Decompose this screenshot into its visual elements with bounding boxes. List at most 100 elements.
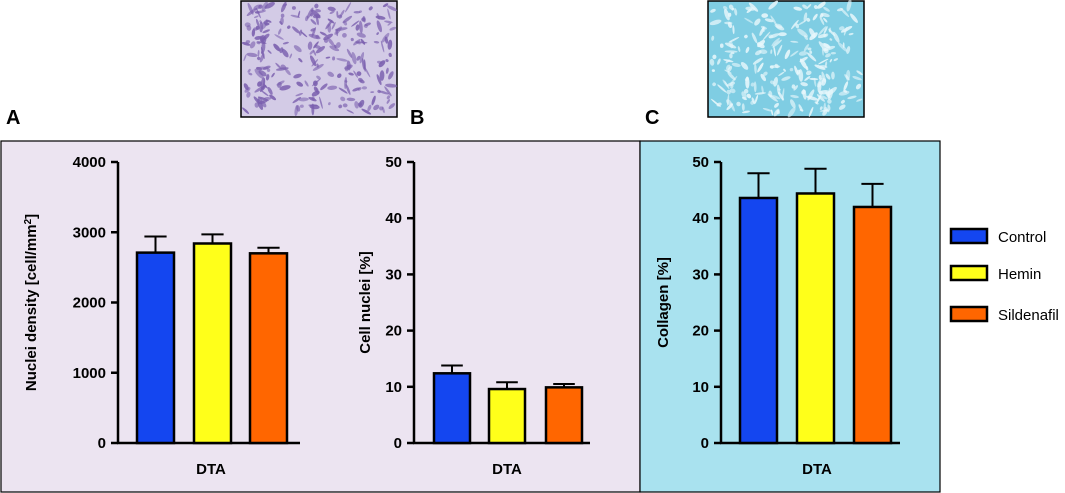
micrograph-texture-mark [813,77,817,87]
micrograph-texture-mark [751,32,758,44]
micrograph-texture-mark [760,73,767,82]
micrograph-texture-mark [312,63,324,71]
micrograph-texture-mark [315,45,326,54]
micrograph-texture-mark [798,104,803,112]
micrograph-texture-mark [771,37,780,47]
micrograph-texture-mark [845,69,851,81]
micrograph-texture-mark [728,12,732,17]
micrograph-texture-mark [757,62,764,73]
micrograph-texture-mark [754,94,759,104]
micrograph-texture-mark [381,106,385,114]
chart-b-cell-nuclei: 0 10 20 30 40 50 DTA Cell nuclei [%] [357,154,590,478]
micrograph-texture-mark [829,38,833,41]
micrograph-texture-mark [299,29,303,36]
micrograph-texture-mark [830,51,836,55]
x-axis-label: DTA [492,461,522,478]
micrograph-texture-mark [335,42,341,48]
micrograph-texture-mark [356,32,366,38]
trichrome-stain-micrograph [707,0,865,118]
micrograph-texture-mark [274,34,284,40]
micrograph-texture-mark [375,15,386,20]
legend-label-hemin: Hemin [998,266,1041,283]
micrograph-texture-mark [327,85,338,90]
micrograph-texture-mark [314,45,321,49]
micrograph-texture-mark [241,41,251,46]
micrograph-texture-mark [806,95,818,101]
micrograph-texture-mark [246,91,251,98]
micrograph-texture-mark [357,77,363,82]
micrograph-texture-mark [297,10,301,18]
micrograph-texture-mark [355,24,360,31]
micrograph-texture-mark [281,48,289,58]
micrograph-texture-mark [280,64,287,70]
micrograph-texture-mark [729,41,734,49]
y-tick-label: 30 [692,266,709,283]
micrograph-texture-mark [298,97,309,102]
micrograph-texture-mark [805,70,812,76]
micrograph-texture-mark [363,24,368,28]
micrograph-texture-mark [823,33,829,38]
micrograph-texture-mark [831,71,835,80]
micrograph-texture-mark [762,26,766,33]
micrograph-texture-mark [840,99,845,104]
bar-control [738,196,779,445]
micrograph-texture-mark [761,85,764,94]
micrograph-texture-mark [293,45,302,53]
micrograph-texture-mark [848,32,854,36]
micrograph-texture-mark [295,93,304,97]
micrograph-texture-mark [717,58,721,65]
micrograph-texture-mark [388,52,392,58]
micrograph-texture-mark [847,95,857,100]
micrograph-texture-mark [337,14,343,19]
micrograph-texture-mark [386,99,390,104]
micrograph-texture-mark [327,18,335,24]
micrograph-texture-mark [246,8,257,17]
micrograph-texture-mark [730,102,735,112]
micrograph-texture-mark [806,17,811,22]
micrograph-texture-mark [756,42,765,49]
y-axis-title: Cell nuclei [%] [357,251,374,354]
micrograph-texture-mark [790,50,799,57]
micrograph-texture-mark [353,39,361,46]
micrograph-texture-mark [842,42,845,49]
micrograph-texture-mark [740,61,749,70]
micrograph-texture-mark [838,42,848,52]
micrograph-texture-mark [298,57,303,63]
micrograph-texture-mark [305,15,309,22]
micrograph-texture-mark [350,37,354,42]
micrograph-texture-mark [310,28,316,32]
micrograph-texture-mark [351,51,357,65]
micrograph-texture-mark [344,64,353,70]
micrograph-texture-mark [378,60,386,68]
micrograph-texture-mark [729,88,736,94]
micrograph-texture-mark [764,18,774,23]
micrograph-texture-mark [354,101,359,109]
micrograph-texture-mark [717,84,727,93]
micrograph-texture-mark [728,37,740,43]
micrograph-texture-mark [254,68,264,79]
legend-label-sildenafil: Sildenafil [998,307,1059,324]
micrograph-texture-mark [371,95,376,106]
micrograph-texture-mark [386,95,391,100]
micrograph-texture-mark [387,5,398,12]
micrograph-texture-mark [292,96,302,104]
micrograph-texture-mark [373,104,380,111]
y-tick-label: 0 [701,435,709,452]
micrograph-texture-mark [768,33,780,39]
y-tick-label: 30 [385,266,402,283]
micrograph-texture-mark [384,86,392,97]
micrograph-texture-mark [840,25,853,33]
micrograph-texture-mark [821,78,827,86]
micrograph-texture-mark [329,45,340,52]
micrograph-texture-mark [846,46,851,54]
micrograph-texture-mark [368,6,373,11]
micrograph-texture-mark [761,13,769,18]
micrograph-texture-mark [344,2,352,13]
micrograph-texture-mark [727,72,736,81]
y-tick-label: 40 [385,210,402,227]
micrograph-texture-mark [759,49,768,54]
micrograph-texture-mark [311,96,315,101]
panel-letter-a: A [6,107,20,129]
legend-label-control: Control [998,229,1046,246]
micrograph-texture-mark [790,94,799,99]
